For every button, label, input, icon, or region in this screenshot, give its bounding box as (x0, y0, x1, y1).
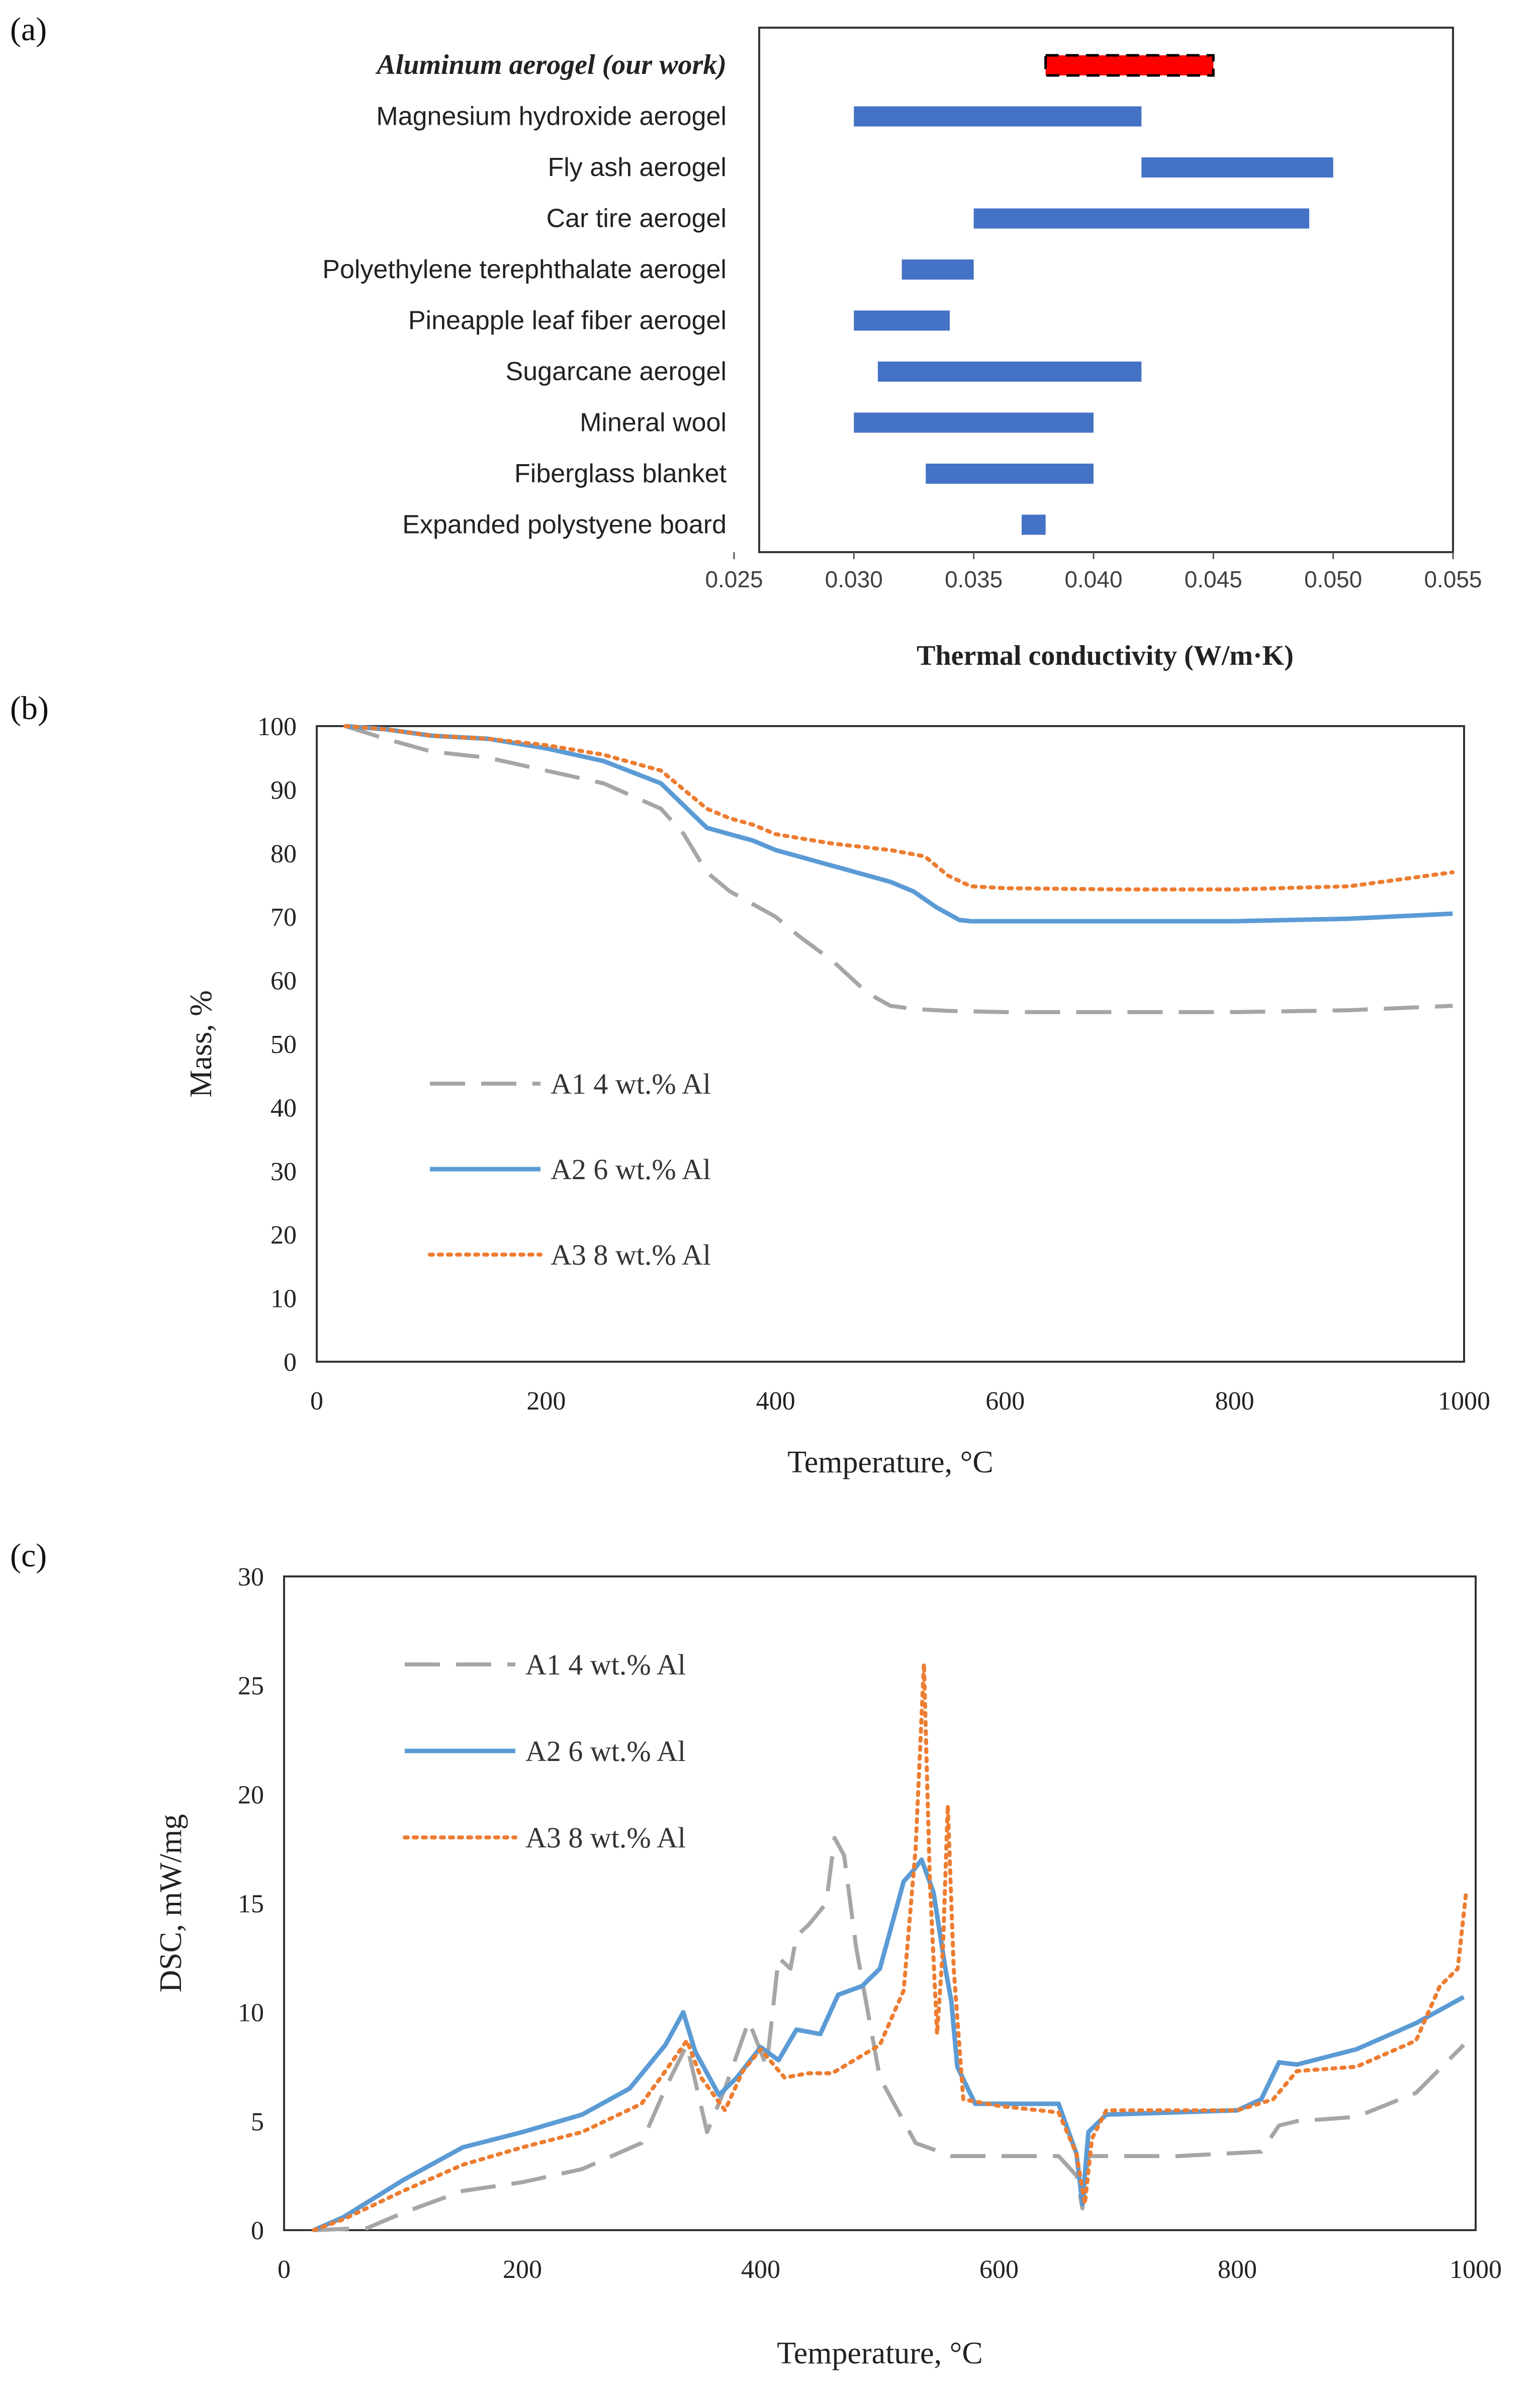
y-tick-label: 90 (270, 776, 297, 805)
x-tick-label: 0 (278, 2255, 291, 2284)
series-line-1 (314, 1836, 1466, 2232)
y-tick-label: 20 (270, 1221, 297, 1250)
range-bar (1141, 157, 1333, 178)
y-tick-label: 30 (270, 1158, 297, 1186)
category-label: Expanded polystyene board (402, 510, 727, 540)
series-line-1 (344, 724, 1453, 1014)
y-tick-label: 25 (238, 1672, 264, 1701)
range-bar (926, 464, 1094, 484)
range-bar (1044, 54, 1215, 77)
y-tick-label: 15 (238, 1890, 264, 1918)
x-tick-label: 0.050 (1304, 566, 1362, 592)
y-tick-label: 40 (270, 1094, 297, 1122)
legend-label: A1 4 wt.% Al (551, 1068, 711, 1100)
x-tick-label: 1000 (1450, 2255, 1502, 2284)
x-tick-label: 0.045 (1185, 566, 1242, 592)
category-label: Mineral wool (580, 408, 727, 437)
range-bar (854, 412, 1094, 433)
x-tick-label: 800 (1218, 2255, 1257, 2284)
y-tick-label: 10 (238, 1999, 264, 2027)
x-tick-label: 0.035 (945, 566, 1003, 592)
category-label: Car tire aerogel (547, 204, 727, 233)
x-tick-label: 600 (979, 2255, 1019, 2284)
category-label: Aluminum aerogel (our work) (376, 49, 727, 80)
y-tick-label: 50 (270, 1030, 297, 1059)
y-tick-label: 0 (251, 2217, 264, 2245)
legend-label: A3 8 wt.% Al (551, 1239, 711, 1271)
y-tick-label: 20 (238, 1781, 264, 1809)
y-tick-label: 80 (270, 840, 297, 868)
y-axis-title-c: DSC, mW/mg (154, 1814, 188, 1993)
x-axis-title-b: Temperature, °C (787, 1445, 993, 1479)
dsc-chart: 0 5 10 15 20 25 30 0 200 400 600 800 1000 A1 4 wt.%… (154, 1563, 1502, 2370)
x-tick-label: 0.030 (825, 566, 883, 592)
category-label: Fly ash aerogel (548, 153, 727, 182)
x-tick-label: 400 (756, 1387, 795, 1416)
series-line-2 (345, 724, 1453, 924)
y-axis-title-b: Mass, % (184, 990, 218, 1098)
legend-label: A2 6 wt.% Al (525, 1735, 686, 1768)
x-tick-label: 200 (503, 2255, 542, 2284)
y-tick-label: 100 (257, 713, 297, 741)
x-tick-label: 200 (526, 1387, 566, 1416)
y-tick-label: 60 (270, 967, 297, 996)
x-axis-title-a: Thermal conductivity (W/m·K) (917, 640, 1294, 671)
x-tick-label: 0 (310, 1387, 323, 1416)
category-label: Pineapple leaf fiber aerogel (408, 306, 727, 335)
y-tick-label: 70 (270, 903, 297, 932)
plot-frame-b (316, 725, 1465, 1363)
category-label: Magnesium hydroxide aerogel (376, 102, 727, 131)
x-tick-label: 400 (741, 2255, 780, 2284)
x-axis-title-c: Temperature, °C (777, 2336, 983, 2370)
y-tick-label: 10 (270, 1285, 297, 1313)
legend-label: A1 4 wt.% Al (525, 1648, 686, 1681)
range-bar (973, 208, 1309, 229)
y-tick-label: 0 (284, 1348, 297, 1377)
y-tick-label: 30 (238, 1563, 264, 1592)
panel-label-b: (b) (10, 690, 49, 727)
category-label: Fiberglass blanket (514, 459, 727, 488)
y-tick-label: 5 (251, 2107, 264, 2136)
range-bar (1022, 514, 1046, 535)
plot-frame-c (283, 1575, 1477, 2231)
x-tick-label: 0.025 (705, 566, 763, 592)
range-bar (854, 310, 950, 331)
x-tick-label: 1000 (1438, 1387, 1490, 1416)
series-line-3 (312, 1661, 1468, 2232)
legend-label: A3 8 wt.% Al (525, 1821, 686, 1854)
range-bar (878, 362, 1142, 382)
x-tick-label: 0.040 (1064, 566, 1122, 592)
range-bar (854, 106, 1142, 127)
category-label: Polyethylene terephthalate aerogel (322, 255, 727, 284)
x-tick-label: 0.055 (1424, 566, 1482, 592)
thermal-conductivity-chart: Aluminum aerogel (our work) Magnesium hyd… (322, 27, 1482, 671)
panel-label-c: (c) (10, 1537, 47, 1574)
series-line-3 (343, 724, 1455, 892)
panel-label-a: (a) (10, 11, 47, 48)
tga-chart: 0 10 20 30 40 50 60 70 80 90 100 0 200 400 600 800 1000… (184, 713, 1490, 1479)
x-tick-label: 800 (1215, 1387, 1254, 1416)
x-tick-label: 600 (985, 1387, 1025, 1416)
range-bar (901, 259, 974, 280)
plot-frame-a (758, 27, 1454, 553)
category-label: Sugarcane aerogel (506, 357, 727, 386)
legend-label: A2 6 wt.% Al (551, 1153, 711, 1186)
